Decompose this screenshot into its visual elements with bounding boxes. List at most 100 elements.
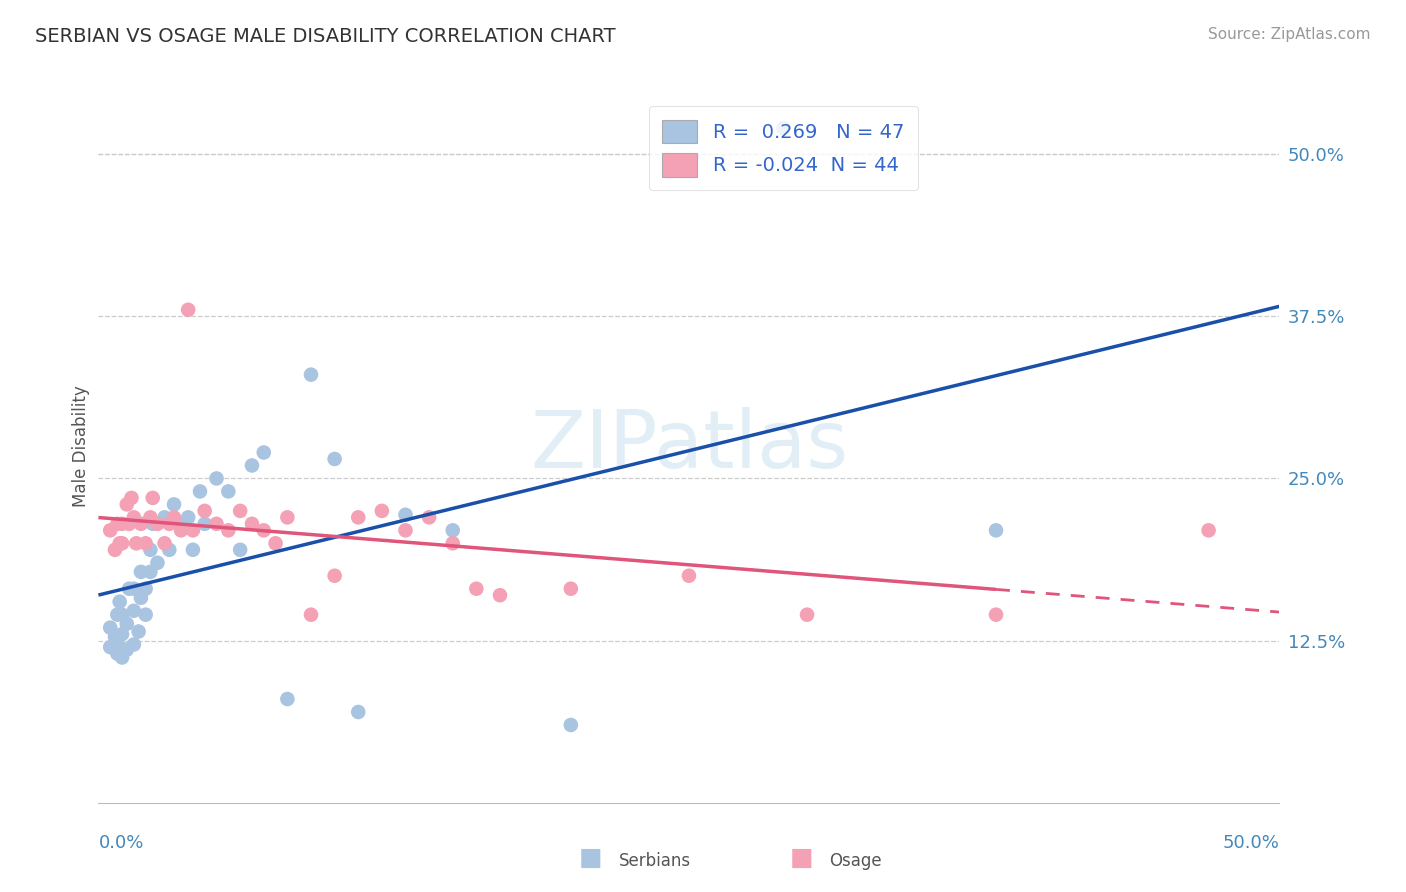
Point (772, 121, 794, 136)
Point (139, 510, 162, 524)
Point (118, 516, 141, 531)
Text: Source: ZipAtlas.com: Source: ZipAtlas.com (1208, 27, 1371, 42)
Point (108, 595, 131, 609)
Point (122, 638, 145, 652)
Point (153, 536, 176, 550)
Point (489, 588, 512, 602)
Point (253, 524, 276, 538)
Point (128, 624, 150, 639)
Text: ■: ■ (579, 846, 602, 870)
Point (115, 642, 138, 657)
Point (170, 516, 193, 531)
Point (984, 607, 1007, 622)
Point (125, 536, 148, 550)
Point (115, 616, 138, 631)
Point (796, 607, 818, 622)
Point (163, 510, 186, 524)
Point (105, 516, 128, 531)
Point (153, 510, 176, 524)
Point (157, 516, 180, 531)
Point (121, 491, 143, 505)
Point (122, 510, 145, 524)
Point (560, 718, 582, 732)
Point (122, 604, 145, 618)
Point (111, 536, 134, 550)
Point (157, 542, 180, 557)
Text: 0.0%: 0.0% (98, 834, 143, 852)
Point (240, 516, 263, 531)
Point (108, 640, 131, 654)
Point (276, 692, 298, 706)
Point (142, 491, 165, 505)
Point (323, 568, 346, 582)
Point (146, 556, 169, 570)
Point (394, 508, 416, 522)
Point (194, 516, 217, 531)
Point (264, 536, 287, 550)
Text: ZIPatlas: ZIPatlas (530, 407, 848, 485)
Point (104, 542, 127, 557)
Point (135, 607, 157, 622)
Point (229, 542, 252, 557)
Point (371, 504, 394, 518)
Point (177, 510, 200, 524)
Point (205, 516, 228, 531)
Point (98, 621, 121, 635)
Point (129, 516, 152, 531)
Point (347, 705, 370, 719)
Point (122, 582, 145, 596)
Point (135, 536, 157, 550)
Point (299, 368, 322, 382)
Point (205, 471, 228, 485)
Point (135, 582, 157, 596)
Point (465, 582, 488, 596)
Point (217, 484, 239, 499)
Legend: R =  0.269   N = 47, R = -0.024  N = 44: R = 0.269 N = 47, R = -0.024 N = 44 (648, 106, 918, 191)
Point (240, 458, 263, 473)
Point (181, 524, 204, 538)
Text: Serbians: Serbians (619, 852, 690, 870)
Point (129, 591, 152, 605)
Text: 50.0%: 50.0% (1223, 834, 1279, 852)
Point (108, 536, 131, 550)
Point (111, 516, 134, 531)
Point (418, 510, 440, 524)
Point (1198, 524, 1220, 538)
Text: Osage: Osage (830, 852, 882, 870)
Point (188, 484, 211, 499)
Point (441, 536, 464, 550)
Text: ■: ■ (790, 846, 813, 870)
Text: SERBIAN VS OSAGE MALE DISABILITY CORRELATION CHART: SERBIAN VS OSAGE MALE DISABILITY CORRELA… (35, 27, 616, 45)
Point (253, 445, 276, 459)
Point (299, 607, 322, 622)
Y-axis label: Male Disability: Male Disability (72, 385, 90, 507)
Point (217, 524, 239, 538)
Point (177, 302, 200, 317)
Point (560, 582, 582, 596)
Point (129, 565, 152, 579)
Point (347, 510, 370, 524)
Point (139, 542, 162, 557)
Point (142, 516, 165, 531)
Point (111, 650, 134, 665)
Point (146, 516, 169, 531)
Point (111, 627, 134, 641)
Point (194, 504, 217, 518)
Point (181, 542, 204, 557)
Point (105, 607, 128, 622)
Point (163, 497, 186, 511)
Point (441, 524, 464, 538)
Point (229, 504, 252, 518)
Point (118, 582, 141, 596)
Point (115, 497, 138, 511)
Point (678, 568, 700, 582)
Point (104, 630, 127, 644)
Point (111, 607, 134, 622)
Point (105, 647, 128, 661)
Point (276, 510, 298, 524)
Point (139, 565, 162, 579)
Point (98, 524, 121, 538)
Point (98, 640, 121, 654)
Point (984, 524, 1007, 538)
Point (394, 524, 416, 538)
